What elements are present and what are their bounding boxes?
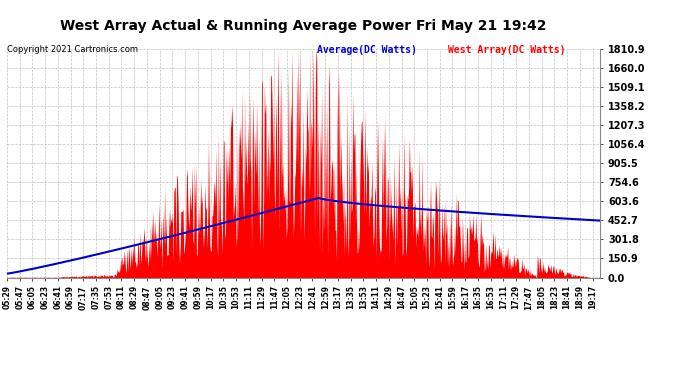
Text: West Array(DC Watts): West Array(DC Watts) bbox=[448, 45, 566, 55]
Text: Copyright 2021 Cartronics.com: Copyright 2021 Cartronics.com bbox=[7, 45, 138, 54]
Text: Average(DC Watts): Average(DC Watts) bbox=[317, 45, 417, 55]
Text: West Array Actual & Running Average Power Fri May 21 19:42: West Array Actual & Running Average Powe… bbox=[60, 19, 547, 33]
